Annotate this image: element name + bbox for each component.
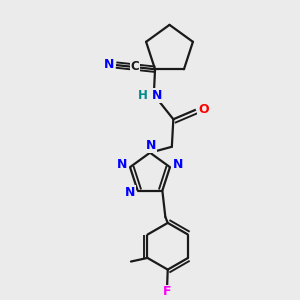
Text: N: N: [172, 158, 183, 171]
Text: H: H: [137, 89, 147, 102]
Text: N: N: [125, 186, 135, 199]
Text: N: N: [117, 158, 128, 171]
Text: O: O: [198, 103, 209, 116]
Text: F: F: [163, 285, 172, 298]
Text: N: N: [146, 139, 156, 152]
Text: C: C: [130, 60, 139, 73]
Text: N: N: [152, 89, 162, 102]
Text: N: N: [104, 58, 115, 71]
